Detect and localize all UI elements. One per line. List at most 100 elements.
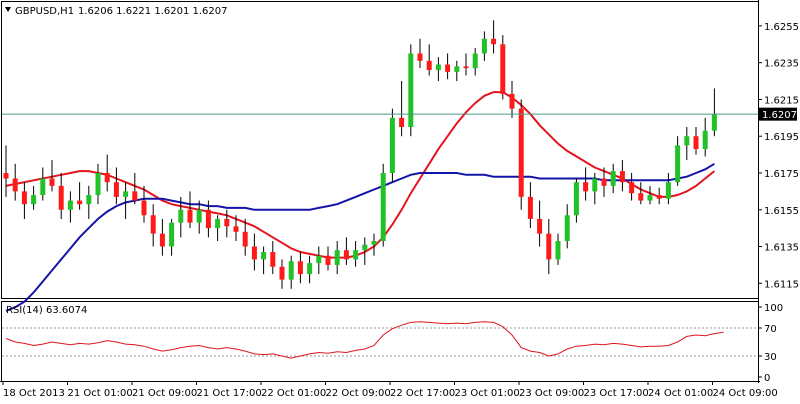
candle-body xyxy=(141,200,147,216)
candle xyxy=(31,185,37,210)
price-tick-label: 1.6235 xyxy=(764,59,799,70)
candle-body xyxy=(592,178,598,192)
candle xyxy=(353,241,359,267)
candle xyxy=(675,136,681,186)
candle xyxy=(49,160,55,192)
candle xyxy=(251,233,257,271)
candle-body xyxy=(389,117,395,173)
candle xyxy=(537,200,543,247)
candle-body xyxy=(104,172,110,183)
candle-body xyxy=(583,182,589,192)
candle xyxy=(619,160,625,192)
candle xyxy=(555,233,561,265)
rsi-line-group xyxy=(5,321,724,359)
candle xyxy=(196,200,202,234)
candle xyxy=(325,246,331,271)
rsi-line xyxy=(5,321,724,359)
candle-body xyxy=(123,191,129,197)
ma-slow-line xyxy=(5,162,715,312)
candle xyxy=(279,259,285,289)
candle xyxy=(362,237,368,265)
time-tick-label: 24 Oct 01:00 xyxy=(648,388,713,399)
candle xyxy=(481,31,487,61)
candle-body xyxy=(656,195,662,199)
candle xyxy=(546,218,552,275)
candle-body xyxy=(261,252,267,260)
time-tick-label: 24 Oct 09:00 xyxy=(713,388,778,399)
candle-body xyxy=(31,195,37,205)
price-tick-label: 1.6175 xyxy=(764,169,799,180)
candle-body xyxy=(334,250,340,265)
candle-body xyxy=(279,266,285,280)
candle-body xyxy=(509,93,515,109)
candle xyxy=(187,191,193,229)
candle xyxy=(178,196,184,238)
candle xyxy=(693,127,699,155)
candle-body xyxy=(233,226,239,232)
candle-body xyxy=(564,215,570,242)
time-tick-label: 21 Oct 17:00 xyxy=(197,388,262,399)
candle xyxy=(583,167,589,201)
candle xyxy=(40,167,46,201)
candle xyxy=(67,191,73,223)
triangle-down-icon[interactable] xyxy=(5,7,11,12)
candle-body xyxy=(353,250,359,260)
candle xyxy=(77,182,83,210)
candle xyxy=(169,218,175,256)
candle xyxy=(371,233,377,256)
candle xyxy=(610,163,616,194)
candle-body xyxy=(537,218,543,234)
candle-body xyxy=(555,241,561,260)
candle-body xyxy=(95,172,101,196)
candle-body xyxy=(647,195,653,201)
time-tick-label: 22 Oct 01:00 xyxy=(261,388,326,399)
rsi-tick-label: 70 xyxy=(764,324,777,335)
candle xyxy=(215,215,221,242)
current-price-label: 1.6207 xyxy=(762,110,797,121)
candle xyxy=(389,108,395,183)
candle xyxy=(12,163,18,201)
candle xyxy=(123,182,129,219)
candle-body xyxy=(629,182,635,194)
candle-body xyxy=(3,172,9,179)
candle-body xyxy=(159,233,165,247)
candle-body xyxy=(205,209,211,229)
candle xyxy=(417,38,423,69)
candle-body xyxy=(196,209,202,223)
candle-body xyxy=(491,38,497,45)
time-tick-label: 23 Oct 09:00 xyxy=(519,388,584,399)
candle xyxy=(592,172,598,205)
candle xyxy=(399,81,405,137)
candle-body xyxy=(693,136,699,150)
rsi-tick-label: 0 xyxy=(764,373,770,384)
candle xyxy=(408,44,414,137)
candle xyxy=(224,209,230,238)
price-tick-label: 1.6135 xyxy=(764,243,799,254)
candle xyxy=(307,255,313,284)
candle xyxy=(702,117,708,157)
candle xyxy=(288,255,294,289)
candle-body xyxy=(325,255,331,265)
candle xyxy=(463,53,469,76)
candle-body xyxy=(132,191,138,201)
candle-body xyxy=(316,255,322,264)
candle-body xyxy=(399,117,405,128)
candle-body xyxy=(224,218,230,227)
candle-body xyxy=(288,261,294,280)
candle-body xyxy=(362,244,368,251)
candle-body xyxy=(21,191,27,205)
candle xyxy=(113,167,119,205)
price-tick-label: 1.6195 xyxy=(764,132,799,143)
candle-body xyxy=(169,222,175,247)
time-tick-label: 22 Oct 17:00 xyxy=(390,388,455,399)
candle xyxy=(454,60,460,82)
price-axis: 1.6255 1.6235 1.6215 1.6195 1.6175 1.6155 1.61… xyxy=(758,22,799,290)
ma-fast-line xyxy=(5,91,716,259)
candle xyxy=(233,215,239,242)
moving-averages xyxy=(5,91,716,312)
price-tick-label: 1.6155 xyxy=(764,206,799,217)
candle-body xyxy=(417,53,423,61)
candle-body xyxy=(610,171,616,186)
candle-body xyxy=(242,231,248,247)
